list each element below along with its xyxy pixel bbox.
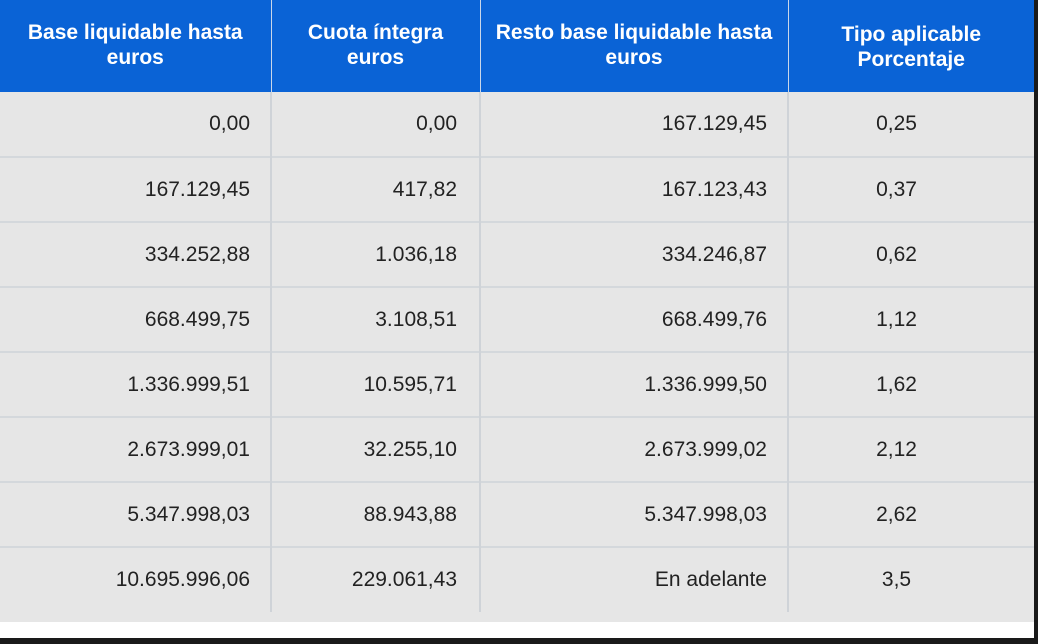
table-row: 668.499,75 3.108,51 668.499,76 1,12 [0, 286, 1034, 352]
header-tipo-aplicable: Tipo aplicable Porcentaje [788, 0, 1034, 92]
tax-rate-table: Base liquidable hasta euros Cuota íntegr… [0, 0, 1034, 612]
header-base-liquidable: Base liquidable hasta euros [0, 0, 272, 92]
cell-cuota-integra: 417,82 [271, 156, 481, 222]
cell-cuota-integra: 0,00 [271, 92, 481, 157]
cell-base-liquidable: 5.347.998,03 [0, 481, 272, 547]
cell-tipo-aplicable: 2,62 [788, 481, 1034, 547]
cell-tipo-aplicable: 0,25 [788, 92, 1034, 157]
cell-tipo-aplicable: 1,62 [788, 351, 1034, 417]
cell-tipo-aplicable: 3,5 [788, 546, 1034, 612]
cell-cuota-integra: 1.036,18 [271, 221, 481, 287]
table-row: 2.673.999,01 32.255,10 2.673.999,02 2,12 [0, 416, 1034, 482]
cell-resto-base: 334.246,87 [480, 221, 789, 287]
header-resto-base-liquidable: Resto base liquidable hasta euros [480, 0, 789, 92]
cell-resto-base: 167.129,45 [480, 92, 789, 157]
cell-tipo-aplicable: 1,12 [788, 286, 1034, 352]
cell-resto-base: 2.673.999,02 [480, 416, 789, 482]
cell-base-liquidable: 2.673.999,01 [0, 416, 272, 482]
bottom-border-line [0, 638, 1038, 644]
cell-tipo-aplicable: 2,12 [788, 416, 1034, 482]
table-row: 5.347.998,03 88.943,88 5.347.998,03 2,62 [0, 481, 1034, 547]
cell-resto-base: 1.336.999,50 [480, 351, 789, 417]
table-header: Base liquidable hasta euros Cuota íntegr… [0, 0, 1034, 92]
cell-base-liquidable: 668.499,75 [0, 286, 272, 352]
cell-cuota-integra: 32.255,10 [271, 416, 481, 482]
right-border-line [1034, 0, 1038, 644]
table-row: 167.129,45 417,82 167.123,43 0,37 [0, 156, 1034, 222]
cell-cuota-integra: 10.595,71 [271, 351, 481, 417]
table-row: 0,00 0,00 167.129,45 0,25 [0, 92, 1034, 157]
cell-base-liquidable: 10.695.996,06 [0, 546, 272, 612]
header-row: Base liquidable hasta euros Cuota íntegr… [0, 0, 1034, 92]
cell-base-liquidable: 334.252,88 [0, 221, 272, 287]
cell-tipo-aplicable: 0,62 [788, 221, 1034, 287]
cell-resto-base: En adelante [480, 546, 789, 612]
table-row: 10.695.996,06 229.061,43 En adelante 3,5 [0, 546, 1034, 612]
cell-resto-base: 167.123,43 [480, 156, 789, 222]
table-row: 334.252,88 1.036,18 334.246,87 0,62 [0, 221, 1034, 287]
header-cuota-integra: Cuota íntegra euros [271, 0, 481, 92]
table-body: 0,00 0,00 167.129,45 0,25 167.129,45 417… [0, 92, 1034, 612]
tax-rate-table-container: Base liquidable hasta euros Cuota íntegr… [0, 0, 1034, 622]
cell-base-liquidable: 0,00 [0, 92, 272, 157]
cell-base-liquidable: 1.336.999,51 [0, 351, 272, 417]
cell-resto-base: 5.347.998,03 [480, 481, 789, 547]
cell-tipo-aplicable: 0,37 [788, 156, 1034, 222]
cell-cuota-integra: 229.061,43 [271, 546, 481, 612]
cell-base-liquidable: 167.129,45 [0, 156, 272, 222]
cell-cuota-integra: 3.108,51 [271, 286, 481, 352]
cell-resto-base: 668.499,76 [480, 286, 789, 352]
table-row: 1.336.999,51 10.595,71 1.336.999,50 1,62 [0, 351, 1034, 417]
cell-cuota-integra: 88.943,88 [271, 481, 481, 547]
